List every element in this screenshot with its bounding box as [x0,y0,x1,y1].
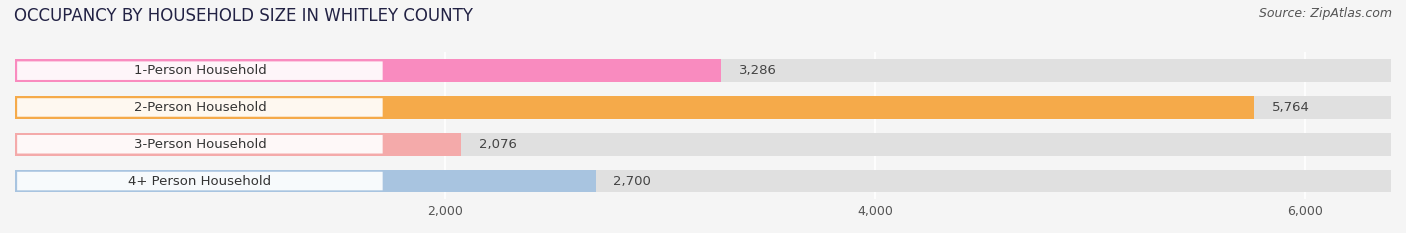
Bar [15,170,596,192]
Text: 2,076: 2,076 [478,138,516,151]
Text: 4+ Person Household: 4+ Person Household [128,175,271,188]
Text: 3-Person Household: 3-Person Household [134,138,266,151]
Bar [15,133,1391,156]
FancyBboxPatch shape [17,62,382,80]
Bar [15,59,721,82]
Text: 2,700: 2,700 [613,175,651,188]
Text: OCCUPANCY BY HOUSEHOLD SIZE IN WHITLEY COUNTY: OCCUPANCY BY HOUSEHOLD SIZE IN WHITLEY C… [14,7,472,25]
FancyBboxPatch shape [17,135,382,154]
Text: 2-Person Household: 2-Person Household [134,101,266,114]
FancyBboxPatch shape [17,172,382,190]
Bar [15,96,1391,119]
Text: 1-Person Household: 1-Person Household [134,64,266,77]
Text: Source: ZipAtlas.com: Source: ZipAtlas.com [1258,7,1392,20]
Bar [15,96,1254,119]
FancyBboxPatch shape [17,98,382,117]
Bar [15,170,1391,192]
Text: 3,286: 3,286 [738,64,776,77]
Bar [15,59,1391,82]
Bar [15,133,461,156]
Text: 5,764: 5,764 [1271,101,1309,114]
